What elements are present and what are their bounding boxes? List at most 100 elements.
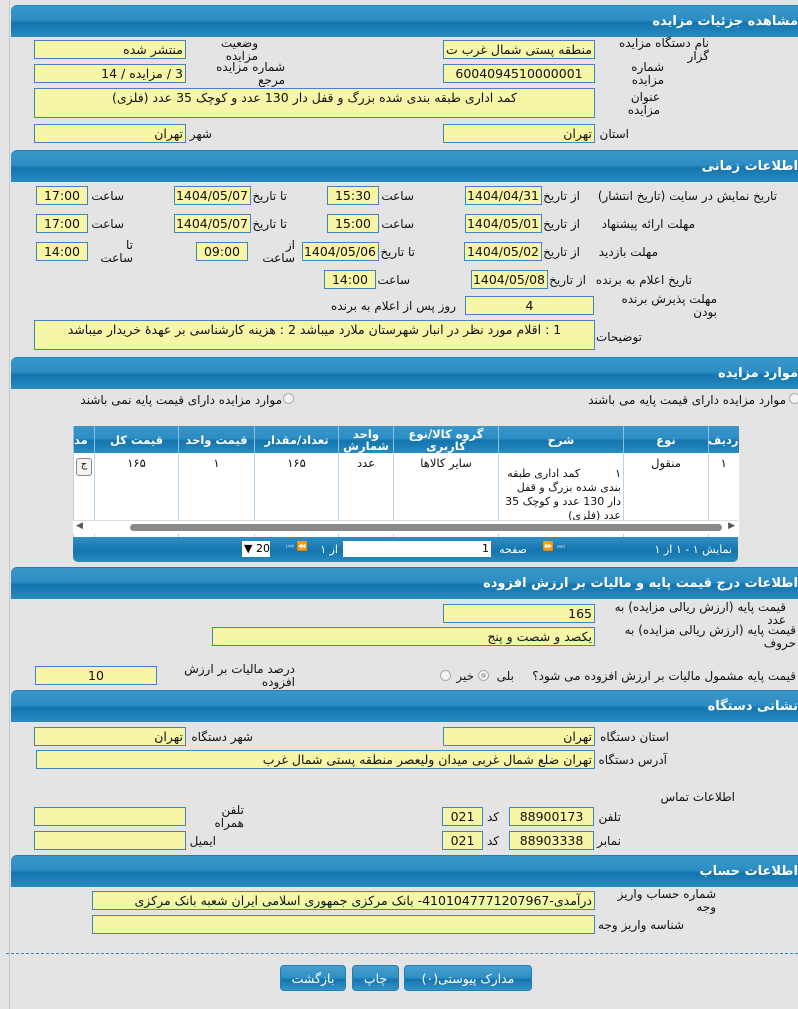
horizontal-scrollbar[interactable]: ◀ ▶ [73,520,738,534]
vat-percent-label: درصد مالیات بر ارزش افزوده [184,662,295,689]
phone-field[interactable]: 88900173 [509,807,594,826]
announce-time[interactable]: 14:00 [324,270,376,289]
account-number-field[interactable]: درآمدی-4101047771207967- بانک مرکزی جمهو… [92,891,595,910]
number-label: شماره مزایده [631,60,664,87]
table-header-row: ردیف نوع شرح گروه کالا/نوع کاربری واحد ش… [73,426,739,453]
city-label: شهر [189,127,212,141]
fax-label: نمابر [597,834,621,848]
ref-label: شماره مزایده مرجع [216,60,285,87]
publish-to-date[interactable]: 1404/05/07 [174,186,251,205]
payment-id-field[interactable] [92,915,595,934]
title-label: عنوان مزایده [627,90,660,117]
offer-to-date[interactable]: 1404/05/07 [174,214,251,233]
with-price-radio[interactable] [789,393,798,404]
ref-field[interactable]: 3 / مزایده / 14 [34,64,186,83]
hour-label: ساعت [377,273,410,287]
page-size-value: 20 [255,542,270,555]
publish-label: تاریخ نمایش در سایت (تاریخ انتشار) [597,189,777,203]
fax-field[interactable]: 88903338 [509,831,594,850]
payment-id-label: شناسه واریز وجه [598,918,684,932]
section-title: نشانی دستگاه [707,699,798,714]
prev-first-icons[interactable]: ⏪ ⏮ [285,542,308,552]
no-label: خیر [456,669,474,683]
section-header-address: نشانی دستگاه [11,690,798,722]
page-input[interactable]: 1 [343,541,491,557]
to-date-label: تا تاریخ [252,217,287,231]
province-label: استان [599,127,629,141]
code-label: کد [486,810,499,824]
fax-code-field[interactable]: 021 [442,831,483,850]
publish-from-time[interactable]: 15:30 [327,186,379,205]
org-city-field[interactable]: تهران [34,727,186,746]
accept-days-field[interactable]: 4 [465,296,594,315]
org-field[interactable]: منطقه پستی شمال غرب ت [443,40,595,59]
org-city-label: شهر دستگاه [191,730,253,744]
publish-to-time[interactable]: 17:00 [36,186,88,205]
province-field[interactable]: تهران [443,124,595,143]
vat-question: قیمت پایه مشمول مالیات بر ارزش افزوده می… [532,669,796,683]
print-button[interactable]: چاپ [352,965,399,991]
org-province-label: استان دستگاه [600,730,669,744]
mobile-field[interactable] [34,807,186,826]
vat-yes-radio[interactable] [478,670,489,681]
announce-label: تاریخ اعلام به برنده [595,273,692,287]
notes-field[interactable]: 1 : اقلام مورد نظر در انبار شهرستان ملار… [34,320,595,350]
without-price-radio[interactable] [283,393,294,404]
scrollbar-thumb[interactable] [130,524,722,531]
title-field[interactable]: کمد اداری طبقه بندی شده بزرگ و قفل دار 1… [34,88,595,118]
notes-label: توضیحات [595,330,642,344]
address-label: آدرس دستگاه [598,753,667,767]
col-desc: شرح [498,426,624,453]
email-field[interactable] [34,831,186,850]
section-header-price: اطلاعات درج قیمت پایه و مالیات بر ارزش ا… [11,567,798,599]
price-words-field[interactable]: یکصد و شصت و پنج [212,627,595,646]
scroll-right-icon[interactable]: ▶ [728,521,735,531]
section-header-details: مشاهده جزئیات مزایده [11,5,798,37]
page-size-select[interactable]: ▼ 20 [242,541,270,557]
publish-from-date[interactable]: 1404/04/31 [465,186,542,205]
col-unit-price: قیمت واحد [178,426,255,453]
number-field[interactable]: 6004094510000001 [443,64,595,83]
code-label: کد [486,834,499,848]
offer-to-time[interactable]: 17:00 [36,214,88,233]
back-button[interactable]: بازگشت [280,965,346,991]
page-of: از ۱ [320,543,338,556]
section-title: اطلاعات حساب [699,864,798,879]
visit-from-time[interactable]: 09:00 [196,242,248,261]
visit-from-date[interactable]: 1404/05/02 [464,242,542,261]
vat-no-radio[interactable] [440,670,451,681]
price-num-label: قیمت پایه (ارزش ریالی مزایده) به عدد [614,600,786,627]
page-border [9,0,10,1009]
hour-label: ساعت [91,189,124,203]
from-date-label: از تاریخ [543,189,580,203]
offer-from-time[interactable]: 15:00 [327,214,379,233]
announce-date[interactable]: 1404/05/08 [471,270,548,289]
with-price-label: موارد مزایده دارای قیمت پایه می باشند [588,393,786,407]
attachments-button[interactable]: مدارک پیوستی(۰) [404,965,532,991]
offer-label: مهلت ارائه پیشنهاد [601,217,695,231]
status-field[interactable]: منتشر شده [34,40,186,59]
price-words-label: قیمت پایه (ارزش ریالی مزایده) به حروف [624,623,796,650]
offer-from-date[interactable]: 1404/05/01 [465,214,542,233]
price-num-field[interactable]: 165 [443,604,595,623]
phone-code-field[interactable]: 021 [442,807,483,826]
accept-label: مهلت پذیرش برنده بودن [621,292,717,319]
from-hour-label: از ساعت [262,238,295,265]
cell-action[interactable]: ج [73,453,95,537]
row-action-button[interactable]: ج [76,458,92,476]
org-province-field[interactable]: تهران [443,727,595,746]
first-last-icons[interactable]: ⏭ ⏩ [542,542,565,552]
visit-to-date[interactable]: 1404/05/06 [302,242,379,261]
visit-to-time[interactable]: 14:00 [36,242,88,261]
phone-label: تلفن [598,810,621,824]
col-type: نوع [623,426,709,453]
section-title: اطلاعات درج قیمت پایه و مالیات بر ارزش ا… [483,576,798,591]
pager-showing: نمایش ۱ - ۱ از ۱ [654,543,732,556]
vat-percent-field[interactable]: 10 [35,666,157,685]
city-field[interactable]: تهران [34,124,186,143]
col-unit: واحد شمارش [338,426,394,453]
scroll-left-icon[interactable]: ◀ [76,521,83,531]
col-row: ردیف [708,426,739,453]
from-date-label: از تاریخ [543,217,580,231]
address-field[interactable]: تهران ضلع شمال غربی میدان ولیعصر منطقه پ… [36,750,595,769]
